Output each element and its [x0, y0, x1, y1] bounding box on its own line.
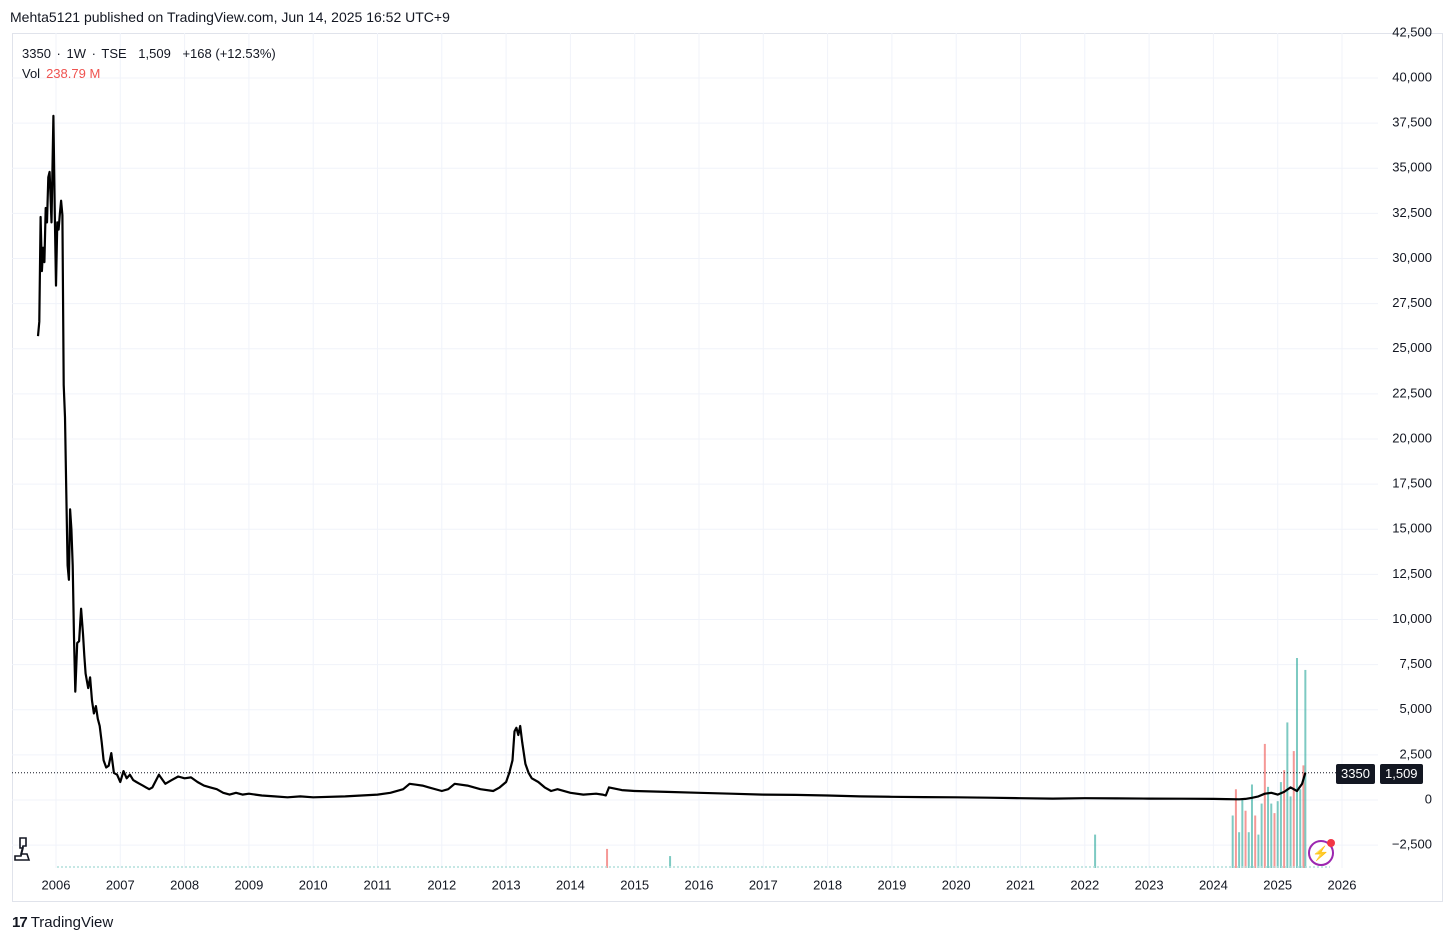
volume-bar — [1286, 722, 1289, 868]
volume-bar — [1247, 832, 1250, 868]
x-tick-label: 2017 — [749, 877, 778, 892]
volume-bar — [1257, 834, 1260, 868]
volume-bar — [1304, 669, 1307, 868]
volume-bar — [1283, 770, 1286, 868]
volume-bar — [1292, 751, 1295, 868]
x-tick-label: 2012 — [427, 877, 456, 892]
volume-bar — [1302, 765, 1305, 868]
legend-last-price: 1,509 — [138, 46, 171, 61]
notification-dot — [1327, 839, 1335, 847]
x-tick-label: 2025 — [1263, 877, 1292, 892]
y-tick-label: 35,000 — [1392, 160, 1432, 175]
legend-volume-row: Vol 238.79 M — [22, 64, 278, 84]
volume-bar — [1299, 789, 1302, 868]
y-tick-label: 27,500 — [1392, 295, 1432, 310]
y-tick-label: 12,500 — [1392, 566, 1432, 581]
x-tick-label: 2009 — [234, 877, 263, 892]
tradingview-logo[interactable]: 17 TradingView — [12, 914, 113, 931]
y-tick-label: 10,000 — [1392, 611, 1432, 626]
y-tick-label: 15,000 — [1392, 521, 1432, 536]
y-tick-label: 30,000 — [1392, 250, 1432, 265]
chart-frame — [12, 33, 1443, 902]
y-tick-label: 40,000 — [1392, 69, 1432, 84]
volume-bar — [1295, 658, 1298, 868]
volume-bar — [1238, 832, 1241, 868]
y-tick-label: 17,500 — [1392, 476, 1432, 491]
volume-bar — [1276, 801, 1279, 868]
y-tick-label: 20,000 — [1392, 430, 1432, 445]
y-tick-label: 5,000 — [1399, 701, 1432, 716]
y-tick-label: 25,000 — [1392, 340, 1432, 355]
legend-volume-label[interactable]: Vol — [22, 66, 41, 81]
x-tick-label: 2011 — [364, 877, 392, 892]
volume-bar — [1279, 782, 1282, 868]
volume-bar — [1094, 834, 1097, 868]
volume-bar — [1241, 798, 1244, 868]
last-price-tag: 1,509 — [1380, 764, 1423, 784]
y-tick-label: 22,500 — [1392, 385, 1432, 400]
volume-bar — [1260, 803, 1263, 868]
y-tick-label: 37,500 — [1392, 115, 1432, 130]
x-tick-label: 2013 — [492, 877, 521, 892]
x-tick-label: 2024 — [1199, 877, 1228, 892]
tradingview-logo-mark: 17 — [12, 914, 28, 931]
legend-separator: · — [56, 46, 61, 61]
legend-symbol-row: 3350 · 1W · TSE 1,509 +168 (+12.53%) — [22, 44, 278, 64]
y-tick-label: 32,500 — [1392, 205, 1432, 220]
x-tick-label: 2007 — [106, 877, 135, 892]
ticker-price-tag: 3350 — [1336, 764, 1375, 784]
x-tick-label: 2016 — [685, 877, 714, 892]
volume-bar — [669, 856, 672, 868]
x-tick-label: 2021 — [1006, 877, 1035, 892]
x-tick-label: 2026 — [1328, 877, 1357, 892]
tradingview-brand: TradingView — [30, 914, 114, 931]
x-tick-label: 2008 — [170, 877, 199, 892]
measure-icon[interactable] — [10, 836, 32, 866]
legend-change: +168 (+12.53%) — [182, 46, 276, 61]
y-tick-label: 2,500 — [1399, 746, 1432, 761]
legend-separator: · — [91, 46, 96, 61]
legend-exchange: TSE — [101, 46, 127, 61]
x-tick-label: 2010 — [299, 877, 328, 892]
y-tick-label: 7,500 — [1399, 656, 1432, 671]
x-tick-label: 2022 — [1070, 877, 1099, 892]
x-tick-label: 2006 — [42, 877, 71, 892]
x-tick-label: 2018 — [813, 877, 842, 892]
legend-interval[interactable]: 1W — [66, 46, 87, 61]
volume-bar — [1270, 803, 1273, 868]
volume-bar — [1250, 784, 1253, 868]
x-tick-label: 2020 — [942, 877, 971, 892]
volume-bar — [1289, 796, 1292, 868]
chart-legend: 3350 · 1W · TSE 1,509 +168 (+12.53%) Vol… — [22, 44, 278, 84]
y-tick-label: −2,500 — [1392, 837, 1432, 852]
price-line — [36, 114, 1307, 801]
x-tick-label: 2015 — [620, 877, 649, 892]
volume-bar — [1234, 789, 1237, 868]
volume-bar — [606, 848, 609, 868]
volume-bar — [1267, 786, 1270, 868]
volume-bar — [1231, 815, 1234, 868]
volume-bar — [1273, 813, 1276, 868]
volume-bar — [1263, 743, 1266, 868]
y-tick-label: 0 — [1425, 791, 1432, 806]
y-tick-label: 42,500 — [1392, 24, 1432, 39]
legend-symbol[interactable]: 3350 — [22, 46, 51, 61]
volume-bar — [1244, 810, 1247, 868]
published-caption: Mehta5121 published on TradingView.com, … — [10, 9, 450, 25]
legend-volume-value: 238.79 M — [46, 66, 101, 81]
x-tick-label: 2019 — [877, 877, 906, 892]
x-tick-label: 2014 — [556, 877, 585, 892]
volume-bar — [1254, 815, 1257, 868]
x-tick-label: 2023 — [1135, 877, 1164, 892]
